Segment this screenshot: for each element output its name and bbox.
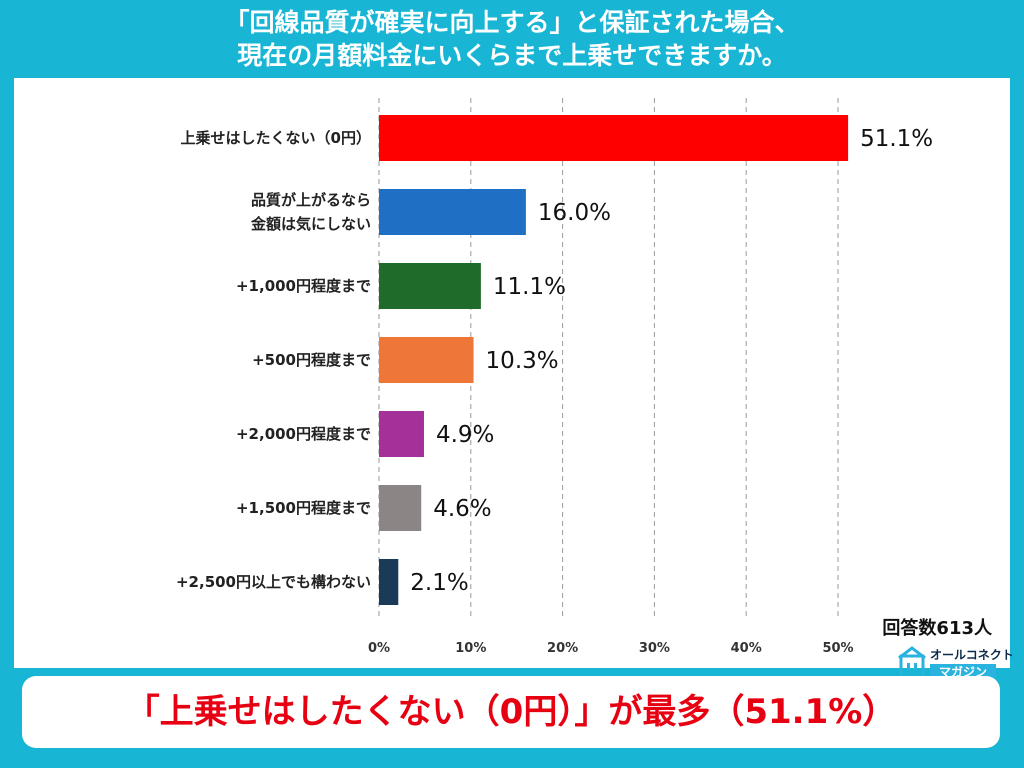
bar <box>379 337 474 383</box>
x-tick-label: 0% <box>368 641 390 656</box>
bar-value-label: 4.9% <box>436 422 494 448</box>
title-line-2: 現在の月額料金にいくらまで上乗せできますか。 <box>237 41 787 70</box>
category-label-line: 品質が上がるなら <box>250 191 371 209</box>
bar-value-label: 2.1% <box>410 570 468 596</box>
chart-panel: 上乗せはしたくない（0円） 品質が上がるなら 金額は気にしない +1,000円程度まで… <box>14 78 1014 681</box>
x-tick-label: 10% <box>455 641 486 656</box>
category-label-line: 金額は気にしない <box>250 215 371 233</box>
category-label: +2,000円程度まで <box>236 422 371 446</box>
category-label: +1,500円程度まで <box>236 496 371 520</box>
category-label: +1,000円程度まで <box>236 274 371 298</box>
category-label: 品質が上がるなら 金額は気にしない <box>251 188 371 236</box>
summary-banner: 「上乗せはしたくない（0円）」が最多（51.1%） <box>22 676 1000 748</box>
category-label-line: +1,000円程度まで <box>235 277 371 295</box>
bar-value-label: 51.1% <box>860 126 933 152</box>
category-label: 上乗せはしたくない（0円） <box>181 126 371 150</box>
x-tick-label: 30% <box>639 641 670 656</box>
category-label-line: 上乗せはしたくない（0円） <box>180 129 371 147</box>
x-tick-label: 20% <box>547 641 578 656</box>
category-label-line: +500円程度まで <box>252 351 371 369</box>
category-label: +2,500円以上でも構わない <box>176 570 371 594</box>
chart-title: 「回線品質が確実に向上する」と保証された場合、 現在の月額料金にいくらまで上乗せ… <box>0 6 1024 72</box>
category-label-line: +1,500円程度まで <box>235 499 371 517</box>
bar <box>379 411 424 457</box>
bar-value-label: 4.6% <box>433 496 491 522</box>
x-tick-label: 50% <box>822 641 853 656</box>
bar <box>379 485 422 531</box>
bar-chart: 0% 10% 20% 30% 40% 50% 51.1% 16.0% 11.1% 10.3% 4.9… <box>368 98 933 656</box>
bar-value-label: 11.1% <box>493 274 566 300</box>
bar <box>379 115 849 161</box>
logo-text-top: オールコネクト <box>930 648 1014 662</box>
house-outlet-icon <box>898 646 926 680</box>
title-line-1: 「回線品質が確実に向上する」と保証された場合、 <box>224 8 800 37</box>
bar <box>379 263 481 309</box>
x-tick-label: 40% <box>731 641 762 656</box>
category-label-line: +2,500円以上でも構わない <box>175 573 371 591</box>
category-label: +500円程度まで <box>252 348 371 372</box>
bar-value-label: 10.3% <box>486 348 559 374</box>
bar <box>379 559 399 605</box>
category-labels: 上乗せはしたくない（0円） 品質が上がるなら 金額は気にしない +1,000円程度まで… <box>14 78 371 668</box>
respondent-count: 回答数613人 <box>882 618 992 639</box>
category-label-line: +2,000円程度まで <box>235 425 371 443</box>
bar <box>379 189 526 235</box>
bar-value-label: 16.0% <box>538 200 611 226</box>
